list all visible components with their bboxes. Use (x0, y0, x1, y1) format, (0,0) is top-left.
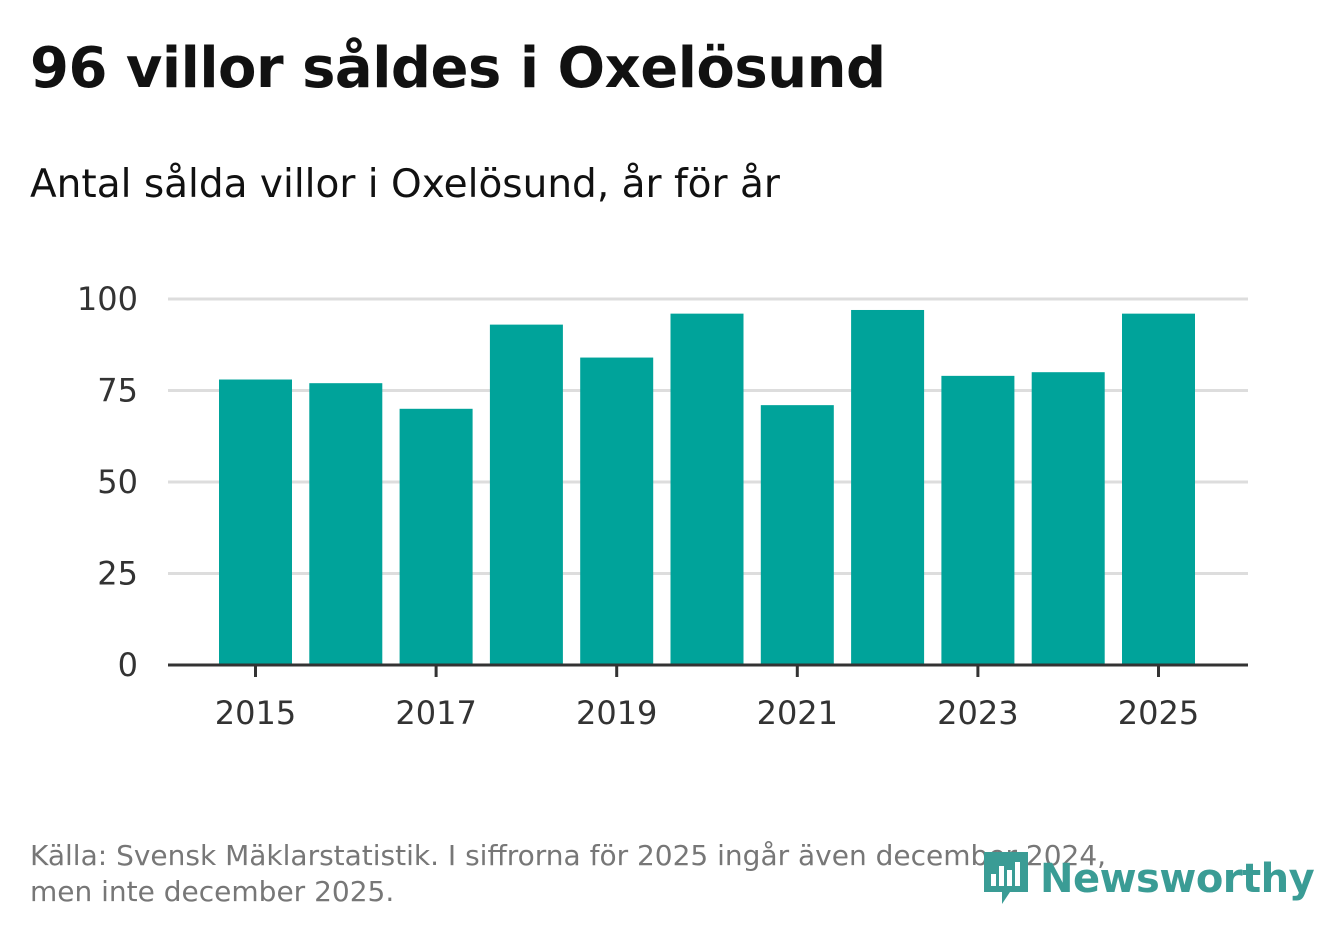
bar-2021 (760, 405, 834, 665)
chart-subtitle: Antal sålda villor i Oxelösund, år för å… (30, 162, 780, 207)
y-tick-label: 25 (97, 555, 138, 593)
bar-2016 (309, 383, 383, 665)
brand-logo[interactable]: Newsworthy (980, 848, 1315, 910)
bar-2023 (941, 375, 1015, 665)
bar-2019 (580, 357, 654, 665)
x-tick-label: 2015 (215, 694, 296, 732)
bar-2017 (399, 408, 473, 665)
x-tick-label: 2021 (757, 694, 838, 732)
bar-2020 (670, 313, 744, 665)
x-tick-label: 2025 (1118, 694, 1199, 732)
bar-2024 (1031, 372, 1105, 665)
bar-2018 (489, 324, 563, 665)
bar-2025 (1122, 313, 1195, 665)
bar-chart-speech-bubble-icon (984, 852, 1028, 904)
brand-name: Newsworthy (1040, 856, 1315, 902)
bar-2015 (219, 379, 292, 665)
y-tick-label: 0 (118, 646, 138, 684)
source-line-2: men inte december 2025. (30, 875, 395, 908)
x-tick-label: 2023 (937, 694, 1018, 732)
source-note: Källa: Svensk Mäklarstatistik. I siffror… (30, 838, 1230, 910)
chart-title: 96 villor såldes i Oxelösund (30, 36, 886, 101)
bar-2022 (851, 309, 925, 665)
y-tick-label: 100 (77, 280, 138, 318)
y-tick-label: 75 (97, 372, 138, 410)
source-line-1: Källa: Svensk Mäklarstatistik. I siffror… (30, 839, 1107, 872)
x-tick-label: 2017 (395, 694, 476, 732)
x-tick-label: 2019 (576, 694, 657, 732)
axes: 0 25 50 75 100 2015 2017 2019 2021 2023 2025 (77, 280, 1248, 732)
bars (219, 309, 1195, 665)
y-tick-label: 50 (97, 463, 138, 501)
